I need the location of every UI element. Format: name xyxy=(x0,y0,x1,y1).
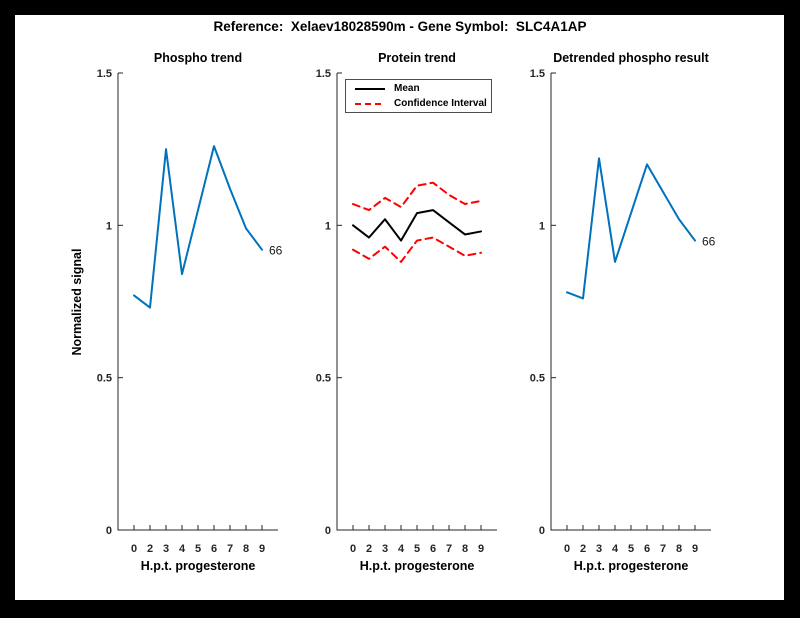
y-tick-label: 0 xyxy=(539,525,545,537)
x-tick-label: 7 xyxy=(227,543,233,555)
y-tick-label: 1.5 xyxy=(316,68,331,80)
end-value-label: 66 xyxy=(269,244,283,258)
x-tick-label: 8 xyxy=(243,543,249,555)
mean-line-sample-icon xyxy=(355,87,385,90)
subplot-title-detrended-phospho: Detrended phospho result xyxy=(553,51,709,65)
legend-box: Mean Confidence Interval xyxy=(345,79,492,113)
series-line xyxy=(352,209,482,242)
end-value-label: 66 xyxy=(702,235,716,249)
x-tick-label: 3 xyxy=(163,543,169,555)
series-line xyxy=(133,145,263,309)
x-axis-label: H.p.t. progesterone xyxy=(360,559,475,573)
x-tick-label: 2 xyxy=(580,543,586,555)
x-tick-label: 9 xyxy=(692,543,698,555)
x-tick-label: 8 xyxy=(676,543,682,555)
x-tick-label: 4 xyxy=(612,543,619,555)
x-tick-label: 5 xyxy=(414,543,420,555)
x-tick-label: 6 xyxy=(211,543,217,555)
subplot-title-phospho-trend: Phospho trend xyxy=(153,51,243,65)
x-tick-label: 0 xyxy=(131,543,137,555)
x-tick-label: 7 xyxy=(446,543,452,555)
y-tick-label: 1 xyxy=(106,220,112,232)
protein-trend-plot: 00.511.50 2 3 4 5 6 7 8 9H.p.t. progesterone xyxy=(316,68,497,573)
legend-row-mean: Mean xyxy=(354,82,491,96)
subplot-title-protein-trend: Protein trend xyxy=(378,51,456,65)
y-tick-label: 1 xyxy=(325,220,331,232)
y-tick-label: 0 xyxy=(106,525,112,537)
x-tick-label: 2 xyxy=(366,543,372,555)
x-tick-label: 5 xyxy=(195,543,201,555)
y-tick-label: 0.5 xyxy=(316,373,331,385)
x-axis-label: H.p.t. progesterone xyxy=(574,559,689,573)
x-tick-label: 8 xyxy=(462,543,468,555)
x-tick-label: 6 xyxy=(644,543,650,555)
series-line xyxy=(352,181,482,212)
x-tick-label: 3 xyxy=(596,543,602,555)
y-tick-label: 1 xyxy=(539,220,545,232)
x-tick-label: 7 xyxy=(660,543,666,555)
x-tick-label: 5 xyxy=(628,543,634,555)
legend-label-confidence-interval: Confidence Interval xyxy=(394,97,487,109)
y-tick-label: 0.5 xyxy=(97,373,112,385)
x-tick-label: 0 xyxy=(350,543,356,555)
y-tick-label: 0.5 xyxy=(530,373,545,385)
series-line xyxy=(566,157,696,300)
x-tick-label: 9 xyxy=(478,543,484,555)
y-tick-label: 0 xyxy=(325,525,331,537)
confidence-interval-line-sample-icon xyxy=(355,102,385,105)
x-tick-label: 4 xyxy=(179,543,186,555)
x-tick-label: 2 xyxy=(147,543,153,555)
y-tick-label: 1.5 xyxy=(530,68,545,80)
x-tick-label: 9 xyxy=(259,543,265,555)
axis-line xyxy=(336,73,497,531)
x-tick-label: 3 xyxy=(382,543,388,555)
series-line xyxy=(352,236,482,263)
legend-label-mean: Mean xyxy=(394,82,420,94)
figure-title: Reference: Xelaev18028590m - Gene Symbol… xyxy=(213,19,587,34)
x-tick-label: 4 xyxy=(398,543,405,555)
legend-row-confidence-interval: Confidence Interval xyxy=(354,97,491,111)
x-tick-label: 6 xyxy=(430,543,436,555)
x-tick-label: 0 xyxy=(564,543,570,555)
y-tick-label: 1.5 xyxy=(97,68,112,80)
axis-line xyxy=(550,73,711,531)
x-axis-label: H.p.t. progesterone xyxy=(141,559,256,573)
